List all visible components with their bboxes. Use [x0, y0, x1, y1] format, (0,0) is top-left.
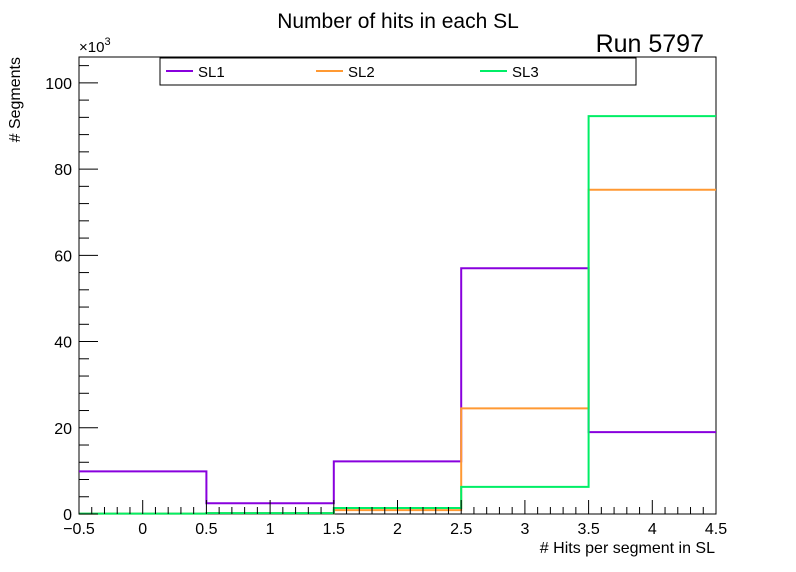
x-tick-label: 4: [648, 521, 657, 538]
y-multiplier-exponent: 3: [104, 36, 110, 48]
legend-label-sl3: SL3: [512, 64, 539, 81]
x-tick-label: −0.5: [63, 521, 95, 538]
legend: SL1 SL2 SL3: [159, 57, 637, 86]
plot-area-border: [78, 56, 717, 515]
plot-frame: [78, 56, 717, 515]
x-axis-title: # Hits per segment in SL: [540, 540, 715, 557]
series-group: [79, 115, 716, 515]
legend-label-sl1: SL1: [198, 64, 225, 81]
y-multiplier-base: ×10: [79, 39, 104, 56]
y-axis-title: # Segments: [7, 57, 24, 142]
series-sl1-line: [79, 267, 716, 505]
x-tick-label: 3: [520, 521, 529, 538]
series-sl3-line: [79, 115, 716, 515]
x-tick-label: 0.5: [195, 521, 217, 538]
y-tick-label: 60: [54, 248, 72, 265]
series-sl2-line: [79, 188, 716, 515]
y-tick-label: 80: [54, 162, 72, 179]
x-tick-label: 1.5: [323, 521, 345, 538]
y-multiplier-label: ×103: [79, 36, 111, 56]
x-tick-label: 4.5: [705, 521, 727, 538]
y-tick-label: 0: [63, 507, 72, 524]
x-tick-label: 2: [393, 521, 402, 538]
x-tick-label: 2.5: [450, 521, 472, 538]
x-tick-label: 3.5: [577, 521, 599, 538]
y-tick-label: 20: [54, 421, 72, 438]
legend-label-sl2: SL2: [348, 64, 375, 81]
chart-title: Number of hits in each SL: [277, 10, 519, 33]
run-label: Run 5797: [596, 30, 704, 58]
y-tick-label: 40: [54, 335, 72, 352]
x-tick-label: 1: [266, 521, 275, 538]
x-tick-label: 0: [138, 521, 147, 538]
y-tick-label: 100: [45, 76, 72, 93]
legend-box: [159, 57, 637, 86]
